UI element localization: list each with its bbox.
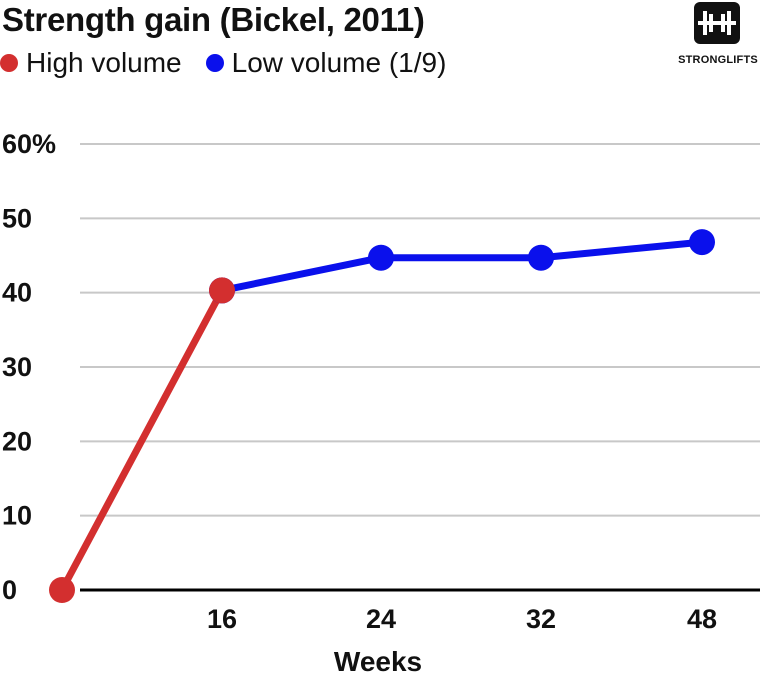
x-tick-label-32: 32 <box>526 604 556 634</box>
legend-label-low-volume: Low volume (1/9) <box>231 47 447 78</box>
grid-lines <box>80 143 760 592</box>
data-point-series1-2 <box>528 244 554 271</box>
stronglifts-logo: STRONGLIFTS <box>676 2 760 68</box>
legend: High volume Low volume (1/9) <box>0 46 470 80</box>
data-point-series0-0 <box>49 577 75 603</box>
series-line-0 <box>58 286 226 594</box>
logo-text: STRONGLIFTS <box>678 54 758 66</box>
y-axis-ticks: 0 10 20 30 40 50 60% <box>2 129 56 605</box>
y-tick-label-0: 0 <box>2 575 17 605</box>
x-axis-label: Weeks <box>334 646 422 676</box>
legend-label-high-volume: High volume <box>26 47 182 78</box>
data-point-series1-3 <box>689 229 715 256</box>
y-tick-label-40: 40 <box>2 278 32 308</box>
series-line-1 <box>218 238 706 294</box>
x-tick-label-24: 24 <box>366 604 396 634</box>
series-lines <box>58 238 706 594</box>
y-tick-label-50: 50 <box>2 203 32 233</box>
y-tick-label-10: 10 <box>2 501 32 531</box>
y-tick-label-60: 60% <box>2 129 56 159</box>
y-tick-label-30: 30 <box>2 352 32 382</box>
x-tick-label-16: 16 <box>207 604 237 634</box>
data-point-series1-1 <box>368 244 394 271</box>
chart-title: Strength gain (Bickel, 2011) <box>2 1 425 38</box>
y-tick-label-20: 20 <box>2 426 32 456</box>
x-tick-label-48: 48 <box>687 604 717 634</box>
series-points <box>49 229 715 603</box>
legend-item-low-volume: Low volume (1/9) <box>205 47 447 79</box>
legend-dot-low-volume <box>205 54 224 72</box>
data-point-series0-1 <box>209 277 235 304</box>
legend-dot-high-volume <box>0 54 18 72</box>
barbell-icon <box>694 2 740 44</box>
x-axis-ticks: 16 24 32 48 <box>207 604 717 634</box>
legend-item-high-volume: High volume <box>0 47 182 79</box>
